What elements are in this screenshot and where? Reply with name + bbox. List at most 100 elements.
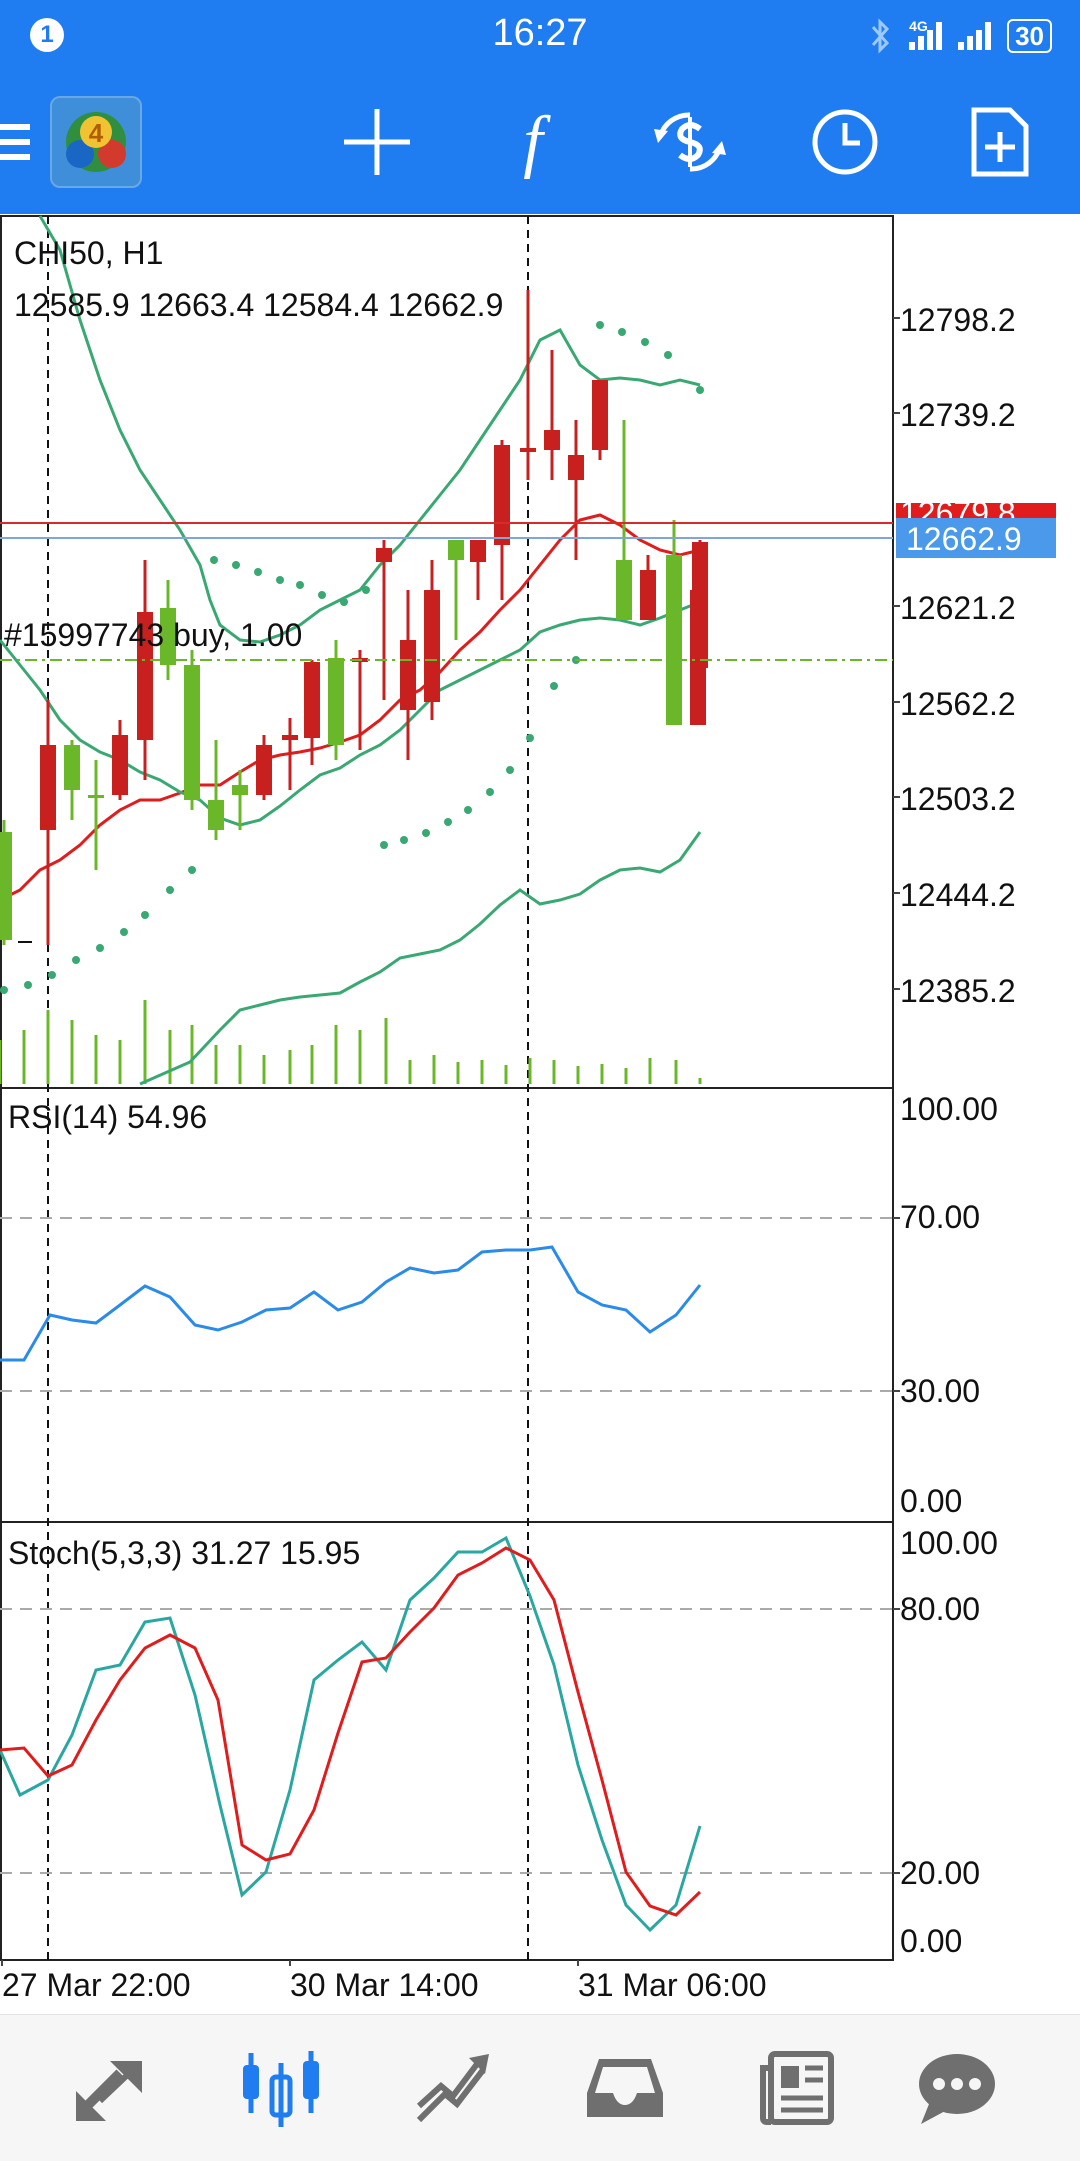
nav-news[interactable] — [742, 2033, 852, 2143]
candle[interactable] — [616, 420, 632, 620]
chart-svg[interactable]: CHI50, H1 12585.9 12663.4 12584.4 12662.… — [0, 214, 1080, 2014]
candle[interactable] — [64, 740, 80, 820]
function-icon: f — [523, 103, 543, 180]
sar-dot — [340, 598, 348, 606]
sar-dot — [696, 386, 704, 394]
crosshair-icon — [344, 109, 410, 175]
toolbar: 4 f — [0, 72, 1080, 214]
notification-badge: 1 — [30, 18, 64, 52]
stoch-pane[interactable] — [0, 1521, 894, 1961]
clock-icon — [812, 109, 878, 175]
nav-trade[interactable] — [398, 2033, 508, 2143]
crosshair-button[interactable] — [332, 97, 422, 187]
candle[interactable] — [184, 650, 200, 810]
sar-dot — [641, 338, 649, 346]
rsi-line — [0, 1245, 702, 1362]
candle[interactable] — [352, 650, 368, 750]
candle[interactable] — [256, 735, 272, 800]
candle[interactable] — [448, 540, 464, 640]
quotes-icon — [76, 2060, 143, 2121]
candle[interactable] — [160, 580, 176, 680]
signal-icon-2 — [958, 22, 992, 50]
time-label-2: 30 Mar 14:00 — [290, 1967, 479, 2003]
price-label: 12798.2 — [900, 302, 1016, 338]
bollinger-lower-outer — [139, 831, 702, 1086]
sar-dot — [24, 981, 32, 989]
sar-dot — [0, 986, 8, 994]
sar-dot — [210, 556, 218, 564]
new-order-button[interactable] — [955, 97, 1045, 187]
bollinger-middle-band — [0, 513, 701, 902]
sar-dot — [188, 866, 196, 874]
sar-dot — [120, 928, 128, 936]
rsi-label: RSI(14) 54.96 — [8, 1099, 207, 1135]
order-label: #15997743 buy, 1.00 — [4, 617, 302, 653]
candle[interactable] — [520, 290, 536, 480]
current-price-text: 12662.9 — [906, 521, 1022, 557]
candle[interactable] — [304, 660, 320, 765]
trade-button[interactable] — [645, 97, 735, 187]
parabolic-sar — [0, 321, 704, 994]
candle[interactable] — [568, 420, 584, 560]
sar-dot — [380, 841, 388, 849]
candle[interactable] — [112, 720, 128, 800]
sar-dot — [526, 734, 534, 742]
candle[interactable] — [640, 555, 656, 620]
candle[interactable] — [666, 520, 682, 725]
network-type-label: 4G — [909, 18, 928, 34]
metatrader-4-logo[interactable]: 4 — [50, 96, 142, 188]
sar-dot — [141, 911, 149, 919]
chat-icon — [919, 2054, 995, 2124]
price-label: 12503.2 — [900, 781, 1016, 817]
bluetooth-icon — [871, 18, 890, 54]
trade-icon — [654, 112, 726, 172]
candlesticks[interactable] — [0, 290, 708, 945]
candle[interactable] — [0, 820, 12, 945]
ohlc-values: 12585.9 12663.4 12584.4 12662.9 — [14, 287, 503, 323]
candle[interactable] — [40, 700, 56, 945]
nav-chart[interactable] — [227, 2033, 337, 2143]
symbol-timeframe: CHI50, H1 — [14, 235, 163, 271]
sar-dot — [72, 956, 80, 964]
status-icons: 4G 30 — [867, 18, 1052, 54]
price-label: 12444.2 — [900, 877, 1016, 913]
candle[interactable] — [692, 540, 708, 668]
price-label: 12739.2 — [900, 397, 1016, 433]
candle[interactable] — [544, 350, 560, 480]
candle[interactable] — [208, 740, 224, 840]
rsi-pane[interactable] — [0, 1087, 894, 1523]
candle[interactable] — [232, 770, 248, 830]
sar-dot — [618, 328, 626, 336]
nav-chat[interactable] — [902, 2033, 1012, 2143]
candle[interactable] — [137, 560, 153, 780]
price-scale-ticks — [893, 317, 900, 1874]
nav-mailbox[interactable] — [570, 2033, 680, 2143]
nav-quotes[interactable] — [55, 2033, 165, 2143]
candle[interactable] — [424, 560, 440, 720]
price-label: 12385.2 — [900, 973, 1016, 1009]
indicators-button[interactable]: f — [488, 97, 578, 187]
candle[interactable] — [494, 440, 510, 600]
sar-dot — [550, 682, 558, 690]
sar-dot — [296, 581, 304, 589]
candle[interactable] — [328, 640, 344, 760]
candle[interactable] — [470, 540, 486, 600]
sar-dot — [362, 586, 370, 594]
chart-area[interactable]: CHI50, H1 12585.9 12663.4 12584.4 12662.… — [0, 214, 1080, 2014]
price-label: 12562.2 — [900, 686, 1016, 722]
time-label-3: 31 Mar 06:00 — [578, 1967, 767, 2003]
sar-dot — [422, 829, 430, 837]
sar-dot — [232, 561, 240, 569]
candle[interactable] — [282, 718, 298, 790]
candle[interactable] — [592, 380, 608, 460]
candle[interactable] — [400, 590, 416, 760]
sar-dot — [596, 321, 604, 329]
stoch-axis: 100.00 80.00 20.00 0.00 — [900, 1525, 998, 1959]
sar-dot — [664, 351, 672, 359]
hamburger-icon[interactable] — [0, 124, 30, 164]
timeframe-button[interactable] — [800, 97, 890, 187]
candle[interactable] — [88, 760, 104, 870]
battery-indicator: 30 — [1007, 19, 1052, 53]
candle[interactable] — [376, 540, 392, 700]
news-icon — [760, 2051, 834, 2125]
